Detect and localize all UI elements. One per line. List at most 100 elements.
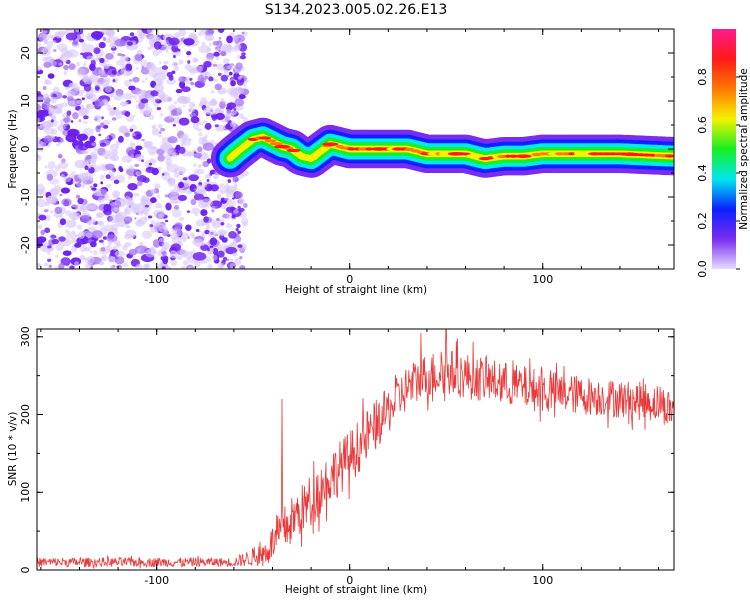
noise-blob [113, 193, 118, 199]
noise-blob [182, 177, 188, 181]
noise-blob [189, 67, 197, 75]
noise-blob [37, 65, 41, 72]
noise-blob [158, 225, 168, 233]
noise-blob [47, 245, 52, 249]
noise-blob [144, 159, 152, 168]
noise-blob [202, 142, 215, 151]
noise-blob [206, 223, 211, 227]
noise-blob [71, 41, 79, 46]
noise-blob [150, 80, 157, 88]
noise-blob [209, 237, 218, 246]
noise-blob [61, 173, 65, 178]
noise-blob [46, 40, 54, 49]
noise-blob [223, 69, 229, 74]
noise-blob [72, 112, 79, 120]
noise-blob [176, 106, 183, 113]
noise-blob [59, 193, 63, 197]
noise-blob [152, 124, 157, 129]
noise-blob [208, 186, 212, 190]
noise-blob [104, 77, 111, 84]
noise-blob [225, 222, 233, 229]
noise-blob [186, 50, 192, 56]
noise-blob [222, 57, 230, 65]
noise-blob [37, 236, 47, 243]
noise-blob [243, 83, 247, 88]
noise-blob [169, 114, 173, 119]
noise-blob [148, 162, 153, 166]
noise-blob [192, 68, 197, 72]
spectrogram-x-tick-label: -100 [144, 273, 169, 286]
noise-blob [171, 209, 182, 218]
noise-blob [173, 200, 178, 205]
noise-blob [212, 175, 219, 179]
noise-blob [66, 110, 72, 116]
noise-blob [141, 230, 152, 239]
noise-blob [146, 29, 155, 34]
noise-blob [111, 69, 117, 75]
noise-blob [198, 32, 203, 37]
noise-blob [137, 180, 143, 187]
noise-blob [75, 179, 87, 188]
noise-blob [53, 49, 57, 52]
noise-blob [160, 45, 170, 52]
noise-blob [168, 201, 174, 205]
noise-blob [97, 221, 100, 225]
colorbar-gradient [712, 29, 736, 269]
noise-blob [87, 255, 95, 265]
ridge-hotspot [508, 154, 519, 158]
noise-blob [38, 33, 50, 43]
noise-blob [156, 249, 168, 257]
noise-blob [38, 214, 47, 221]
noise-blob [62, 95, 68, 99]
noise-blob [56, 43, 68, 52]
snr-x-tick-label: -100 [144, 574, 169, 587]
noise-blob [188, 174, 199, 182]
noise-blob [89, 185, 93, 189]
noise-blob [157, 89, 162, 93]
noise-blob [113, 217, 121, 223]
noise-blob [236, 223, 241, 229]
figure-title: S134.2023.005.02.26.E13 [265, 2, 448, 18]
noise-blob [234, 191, 244, 199]
noise-blob [201, 242, 205, 246]
noise-blob [44, 165, 48, 169]
colorbar-ticks: 0.0 0.2 0.4 0.6 0.8 [696, 68, 740, 278]
noise-blob [173, 204, 180, 211]
noise-blob [238, 197, 245, 205]
noise-blob [189, 232, 195, 237]
noise-blob [215, 112, 225, 121]
noise-blob [149, 225, 158, 234]
noise-blob [102, 36, 107, 41]
noise-blob [102, 119, 111, 126]
noise-blob [157, 194, 161, 199]
noise-blob [236, 77, 244, 86]
noise-blob [168, 37, 180, 46]
noise-blob [76, 100, 83, 105]
noise-blob [147, 215, 153, 219]
colorbar-tick-label: 0.2 [696, 212, 709, 230]
noise-blob [164, 194, 170, 198]
noise-blob [150, 220, 155, 225]
noise-blob [224, 63, 229, 69]
noise-blob [217, 72, 222, 76]
noise-blob [37, 103, 41, 112]
noise-blob [182, 104, 186, 108]
noise-blob [223, 45, 235, 53]
noise-blob [88, 226, 97, 233]
noise-blob [148, 151, 156, 156]
noise-blob [154, 83, 165, 92]
noise-blob [60, 53, 69, 63]
noise-blob [69, 173, 76, 179]
noise-blob [144, 204, 150, 208]
noise-blob [37, 199, 47, 208]
noise-blob [137, 248, 141, 253]
noise-blob [188, 266, 192, 269]
ridge-peak [447, 152, 464, 156]
noise-blob [89, 94, 97, 103]
noise-blob [203, 60, 212, 68]
noise-blob [133, 53, 143, 62]
noise-blob [161, 266, 166, 269]
noise-blob [129, 128, 134, 132]
noise-blob [181, 232, 190, 240]
